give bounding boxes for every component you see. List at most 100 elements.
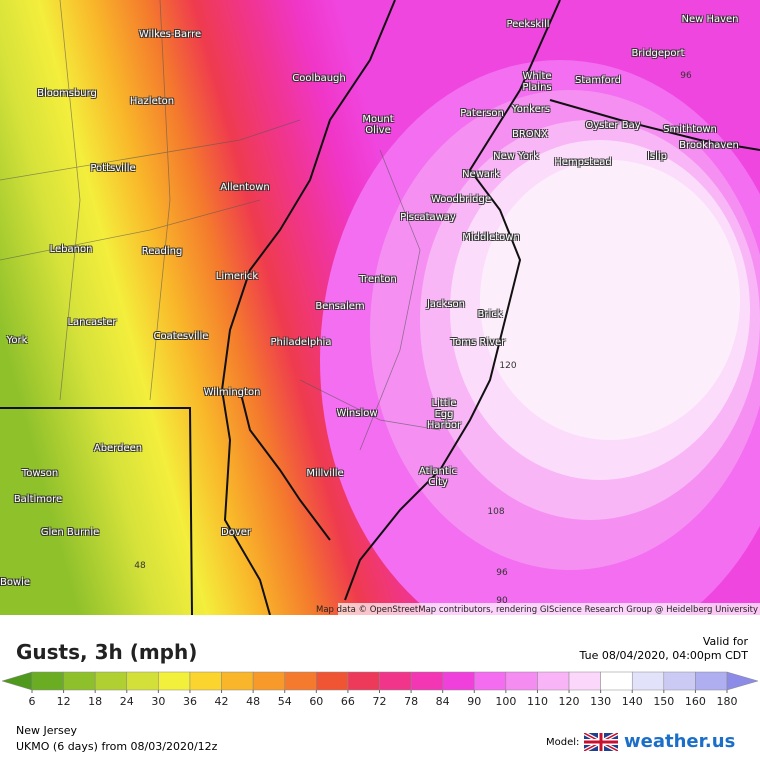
region: New Jersey — [16, 724, 78, 737]
city-label: Mount Olive — [362, 114, 394, 136]
legend-tick-label: 66 — [341, 695, 355, 708]
legend-tick-label: 30 — [151, 695, 165, 708]
legend-cell — [63, 671, 96, 691]
city-label: Islip — [646, 151, 668, 162]
city-label: Philadelphia — [270, 337, 332, 348]
city-label: Peekskill — [506, 19, 550, 30]
city-label: Baltimore — [13, 494, 63, 505]
city-label: New York — [493, 151, 539, 162]
coastline — [344, 0, 561, 601]
legend-tick-label: 84 — [436, 695, 450, 708]
legend-tick-label: 42 — [215, 695, 229, 708]
legend-arrow — [1, 671, 33, 691]
legend-cell — [600, 671, 633, 691]
model-run: UKMO (6 days) from 08/03/2020/12z — [16, 740, 218, 753]
city-label: Woodbridge — [431, 194, 491, 205]
legend-cell — [284, 671, 317, 691]
city-label: Stamford — [574, 75, 622, 86]
valid-label: Valid for — [702, 635, 748, 648]
city-label: Hempstead — [554, 157, 612, 168]
city-label: Aberdeen — [93, 443, 143, 454]
legend-cell — [631, 671, 665, 691]
contour-label: 108 — [487, 507, 505, 517]
contour-label: 96 — [680, 71, 692, 81]
title: Gusts, 3h (mph) — [16, 640, 198, 664]
city-label: Bensalem — [315, 301, 365, 312]
city-label: Glen Burnie — [40, 527, 100, 538]
state-border — [0, 407, 193, 615]
legend-tick-label: 24 — [120, 695, 134, 708]
legend-tick-label: 12 — [57, 695, 71, 708]
legend-cell — [537, 671, 570, 691]
city-label: Oyster Bay — [585, 120, 641, 131]
borders — [0, 0, 760, 615]
city-label: Wilmington — [203, 387, 261, 398]
city-label: Reading — [141, 246, 183, 257]
legend-tick-label: 6 — [29, 695, 36, 708]
state-border — [220, 0, 396, 615]
city-label: Millville — [306, 468, 344, 479]
legend-cell — [663, 671, 696, 691]
city-label: Bloomsburg — [37, 88, 97, 99]
legend-tick-label: 130 — [590, 695, 611, 708]
city-label: Bridgeport — [631, 48, 685, 59]
model-label: Model: — [546, 737, 580, 748]
legend-tick-label: 100 — [495, 695, 516, 708]
city-label: Coatesville — [153, 331, 209, 342]
city-label: Piscataway — [400, 212, 456, 223]
city-label: Pottsville — [90, 163, 136, 174]
legend-cell — [316, 671, 349, 691]
legend-cell — [474, 671, 507, 691]
city-label: Paterson — [460, 108, 504, 119]
legend-tick-label: 90 — [467, 695, 481, 708]
attribution-bg — [338, 603, 760, 615]
city-label: Dover — [221, 527, 251, 538]
city-label: Wilkes-Barre — [138, 29, 202, 40]
legend-cell — [695, 671, 728, 691]
legend-tick-label: 18 — [88, 695, 102, 708]
city-label: York — [6, 335, 28, 346]
legend-tick-label: 60 — [309, 695, 323, 708]
map: Map data © OpenStreetMap contributors, r… — [0, 0, 760, 615]
city-label: Limerick — [215, 271, 259, 282]
city-label: Brick — [477, 309, 503, 320]
contour-label: 48 — [134, 561, 146, 571]
legend-cell — [410, 671, 443, 691]
city-label: Allentown — [220, 182, 270, 193]
legend-tick-label: 72 — [373, 695, 387, 708]
valid-time: Tue 08/04/2020, 04:00pm CDT — [579, 649, 748, 662]
city-label: White Plains — [522, 71, 552, 93]
legend-cell — [94, 671, 128, 691]
contour-label: 96 — [496, 568, 508, 578]
city-label: Winslow — [336, 408, 378, 419]
city-label: Jackson — [426, 299, 466, 310]
city-label: Smithtown — [663, 124, 717, 135]
city-label: Towson — [21, 468, 59, 479]
legend-tick-label: 180 — [717, 695, 738, 708]
legend-cell — [505, 671, 538, 691]
legend-tick-label: 150 — [653, 695, 674, 708]
brand: weather.us — [624, 731, 736, 752]
legend-tick-label: 78 — [404, 695, 418, 708]
city-label: Trenton — [359, 274, 397, 285]
city-label: Lancaster — [67, 317, 117, 328]
legend-tick-label: 140 — [622, 695, 643, 708]
city-label: New Haven — [681, 14, 739, 25]
county-lines — [0, 0, 441, 451]
legend-cell — [158, 671, 191, 691]
city-label: Brookhaven — [679, 140, 739, 151]
legend-cell — [379, 671, 412, 691]
attribution: Map data © OpenStreetMap contributors, r… — [316, 605, 758, 615]
coastline — [239, 389, 331, 541]
legend-cell — [442, 671, 475, 691]
legend-cell — [347, 671, 380, 691]
legend-tick-label: 54 — [278, 695, 292, 708]
legend: 6 12 18 24 30 36 42 48 54 60 66 72 78 84 90 100 110 120 13… — [1, 671, 759, 708]
contour-label: 90 — [496, 596, 508, 606]
legend-tick-label: 48 — [246, 695, 260, 708]
city-label: Newark — [462, 169, 500, 180]
legend-cell — [568, 671, 601, 691]
contour-label: 120 — [499, 361, 517, 371]
legend-tick-label: 120 — [559, 695, 580, 708]
legend-tick-label: 160 — [685, 695, 706, 708]
